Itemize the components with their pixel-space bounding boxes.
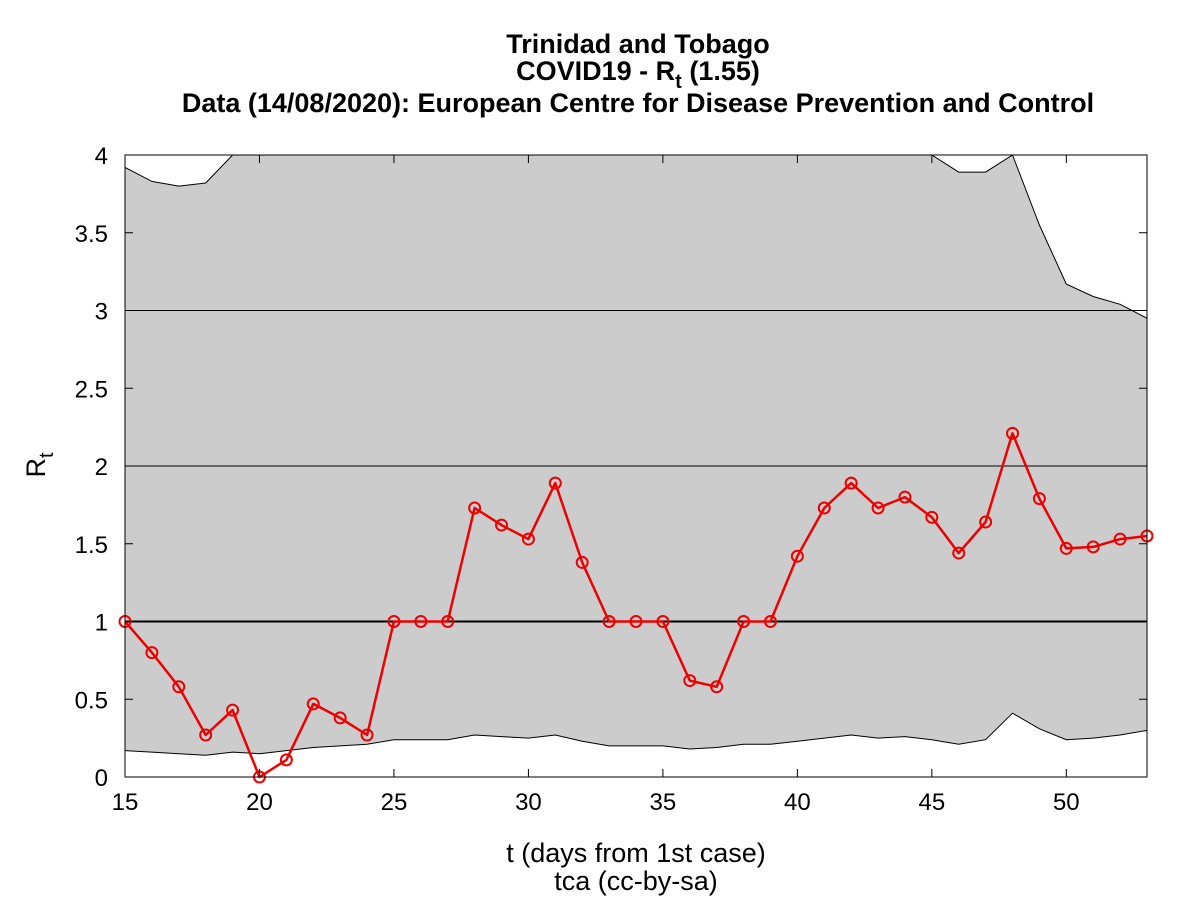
y-tick-label: 3 <box>95 299 108 326</box>
rt-point <box>1032 492 1046 506</box>
rt-point <box>656 615 670 628</box>
x-tick-label: 30 <box>515 789 542 816</box>
rt-point <box>521 532 535 546</box>
rt-point <box>1113 532 1127 546</box>
y-axis-label: Rt <box>21 452 58 478</box>
rt-point <box>387 615 401 628</box>
rt-series-line <box>124 432 1148 779</box>
rt-point <box>199 728 213 742</box>
chart-title-country: Trinidad and Tobago <box>506 29 770 59</box>
x-tick-label: 45 <box>918 789 945 816</box>
rt-point <box>1059 541 1073 555</box>
y-tick-label: 2 <box>95 454 108 481</box>
x-tick-label: 35 <box>650 789 677 816</box>
rt-point <box>844 476 858 490</box>
rt-point <box>710 680 724 694</box>
y-tick-label: 0.5 <box>75 687 108 714</box>
rt-point <box>548 476 562 490</box>
rt-point <box>306 697 320 711</box>
rt-point <box>629 615 643 628</box>
rt-point <box>226 703 240 717</box>
y-tick-label: 3.5 <box>75 221 108 248</box>
rt-point <box>441 615 455 628</box>
rt-point <box>683 674 697 688</box>
rt-point <box>925 510 939 524</box>
rt-point <box>979 515 993 529</box>
x-tick-label: 40 <box>784 789 811 816</box>
chart-title-metric: COVID19 - Rt (1.55) <box>516 56 760 93</box>
y-tick-label: 1 <box>95 610 108 637</box>
x-tick-label: 25 <box>381 789 408 816</box>
x-tick-label: 15 <box>112 789 139 816</box>
y-tick-label: 0 <box>95 765 108 792</box>
rt-point <box>360 728 374 742</box>
confidence-band <box>124 154 1148 756</box>
rt-point <box>1006 426 1020 440</box>
x-tick-label: 20 <box>246 789 273 816</box>
rt-point <box>495 518 509 532</box>
rt-point <box>790 549 804 563</box>
confidence-band-layer <box>124 154 1148 756</box>
rt-point <box>1086 540 1100 554</box>
rt-point <box>279 753 293 767</box>
rt-point <box>817 501 831 515</box>
rt-point <box>414 615 428 628</box>
x-axis-label: t (days from 1st case) <box>506 838 766 868</box>
y-tick-label: 1.5 <box>75 532 108 559</box>
rt-point <box>737 615 751 628</box>
rt-point <box>898 490 912 504</box>
rt-point <box>602 615 616 628</box>
rt-point <box>575 555 589 569</box>
rt-point <box>871 501 885 515</box>
rt-point <box>952 546 966 560</box>
chart-title-source: Data (14/08/2020): European Centre for D… <box>182 88 1094 118</box>
rt-point <box>145 646 159 660</box>
y-tick-label: 2.5 <box>75 376 108 403</box>
axes-layer <box>124 154 1148 778</box>
credit-label: tca (cc-by-sa) <box>554 866 718 896</box>
x-tick-label: 50 <box>1053 789 1080 816</box>
rt-point <box>763 615 777 628</box>
y-tick-label: 4 <box>95 143 108 170</box>
tick-label-layer: 15 20 25 30 35 40 45 50 0 0.5 1 1.5 2 2.5 3 3.5 4 <box>75 143 1080 816</box>
rt-point <box>172 680 186 694</box>
rt-point <box>468 501 482 515</box>
rt-point <box>333 711 347 725</box>
